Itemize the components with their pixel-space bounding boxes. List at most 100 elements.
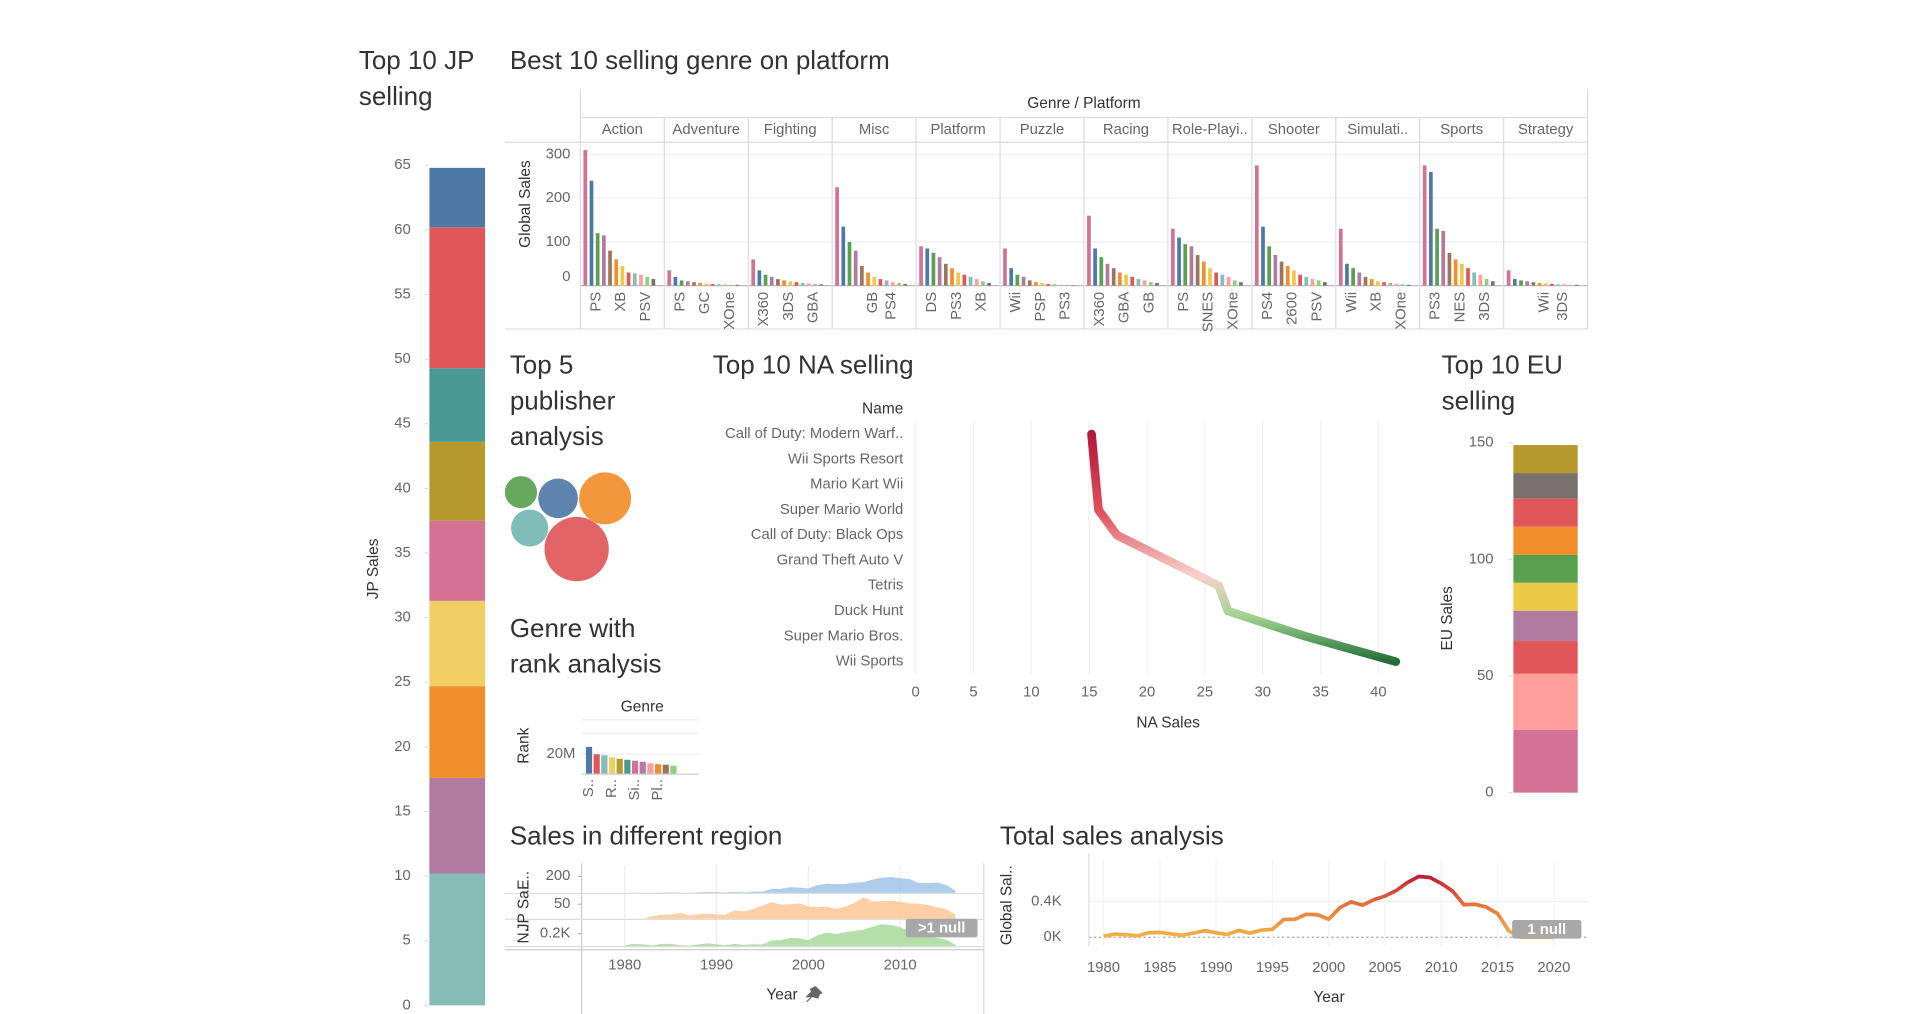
y-tick-label: 30: [394, 610, 411, 626]
bar: [1273, 255, 1278, 286]
y-tick-label: 0.4K: [1031, 893, 1062, 909]
bar: [608, 757, 616, 775]
x-tick-label: 2000: [1312, 960, 1345, 976]
x-tick-label: 2005: [1368, 960, 1401, 976]
bar: [1105, 263, 1110, 286]
bar-segment: [1513, 582, 1578, 611]
y-tick-label: 100: [546, 234, 571, 250]
bar: [645, 276, 650, 286]
facet-label: Role-Playi..: [1172, 122, 1248, 138]
x-tick-label: 3DS: [1555, 292, 1571, 321]
row-label: Call of Duty: Modern Warf..: [725, 426, 903, 442]
x-tick-label: 30: [1254, 684, 1271, 700]
y-tick-label: 20M: [547, 746, 576, 762]
bar: [919, 246, 923, 286]
bar: [1453, 259, 1458, 286]
y-tick-label: 40: [394, 480, 411, 496]
bar: [1472, 272, 1477, 286]
bar-segment: [429, 227, 486, 369]
bar: [847, 241, 852, 286]
bar: [931, 252, 936, 286]
bar: [585, 746, 593, 775]
x-tick-label: 2015: [1481, 960, 1514, 976]
bar: [981, 281, 985, 286]
x-tick-label: GB: [865, 292, 881, 314]
chart-title: Best 10 selling genre on platform: [509, 46, 890, 76]
bar-segment: [429, 368, 486, 442]
bar: [1298, 274, 1302, 286]
x-tick-label: 15: [1081, 684, 1098, 700]
row-label: Super Mario Bros.: [784, 628, 904, 644]
bar: [1201, 261, 1206, 286]
x-tick-label: XB: [974, 292, 990, 312]
x-tick-label: PS4: [1260, 292, 1276, 320]
chart-title: Top 10 EU selling: [1441, 351, 1563, 416]
bar-segment: [429, 600, 486, 687]
bar-segment: [429, 873, 486, 1006]
y-tick-label: 45: [394, 416, 411, 432]
y-tick-label: 15: [394, 803, 411, 819]
y-tick-label: 20: [394, 739, 411, 755]
bar: [1484, 279, 1489, 286]
row-label: Wii Sports: [836, 654, 904, 670]
bar: [1111, 268, 1116, 286]
bar: [1490, 281, 1495, 286]
bar: [583, 150, 588, 286]
bar: [654, 764, 662, 775]
x-tick-label: XB: [613, 292, 629, 312]
facet-header: Genre / Platform: [1027, 95, 1140, 112]
bar: [1519, 280, 1523, 286]
row-label: Duck Hunt: [834, 603, 904, 619]
bar: [1214, 272, 1219, 286]
bar-segment: [429, 167, 486, 228]
x-tick-label: 40: [1370, 684, 1387, 700]
bar: [1435, 228, 1439, 286]
bar: [751, 259, 756, 286]
x-tick-label: PSV: [1309, 292, 1325, 322]
bar: [1099, 257, 1104, 286]
bar: [1142, 280, 1147, 286]
bar: [956, 272, 961, 286]
x-tick-label: XOne: [1393, 292, 1409, 330]
y-tick-label: 10: [394, 868, 411, 884]
bar: [595, 233, 600, 286]
bar: [735, 284, 740, 286]
x-tick-label: PS3: [1428, 292, 1444, 320]
x-tick-label: XOne: [722, 292, 738, 330]
chart-title: Top 10 NA selling: [712, 351, 914, 380]
bar: [800, 283, 805, 286]
bar: [841, 226, 846, 286]
chart-title: Genre with rank analysis: [509, 614, 662, 679]
bar: [647, 763, 654, 775]
bar: [1261, 226, 1265, 286]
bar: [1124, 274, 1128, 286]
bar: [872, 276, 877, 286]
bar: [1429, 171, 1433, 286]
facet-label: Adventure: [672, 122, 740, 138]
bar: [662, 764, 669, 775]
bar: [1550, 283, 1554, 286]
bar: [1015, 274, 1020, 286]
facet-label: Simulati..: [1347, 122, 1408, 138]
bar-segment: [1513, 641, 1578, 674]
bar: [776, 279, 780, 286]
bar: [602, 235, 606, 286]
y-tick-label: 100: [1469, 551, 1494, 567]
bar-segment: [1513, 526, 1578, 555]
bar-segment: [429, 686, 486, 778]
y-tick-label: 65: [394, 157, 411, 173]
bar: [1208, 268, 1212, 286]
x-axis-label: Year: [766, 987, 797, 1004]
bar: [1394, 283, 1399, 286]
annotation-box: [905, 918, 978, 938]
x-tick-label: 1985: [1143, 960, 1176, 976]
y-tick-label: 200: [546, 868, 571, 884]
line: [1103, 874, 1554, 940]
bar: [639, 761, 646, 775]
bar: [878, 279, 883, 286]
bar: [943, 263, 948, 286]
bar: [1543, 283, 1548, 286]
bar: [1171, 228, 1175, 286]
